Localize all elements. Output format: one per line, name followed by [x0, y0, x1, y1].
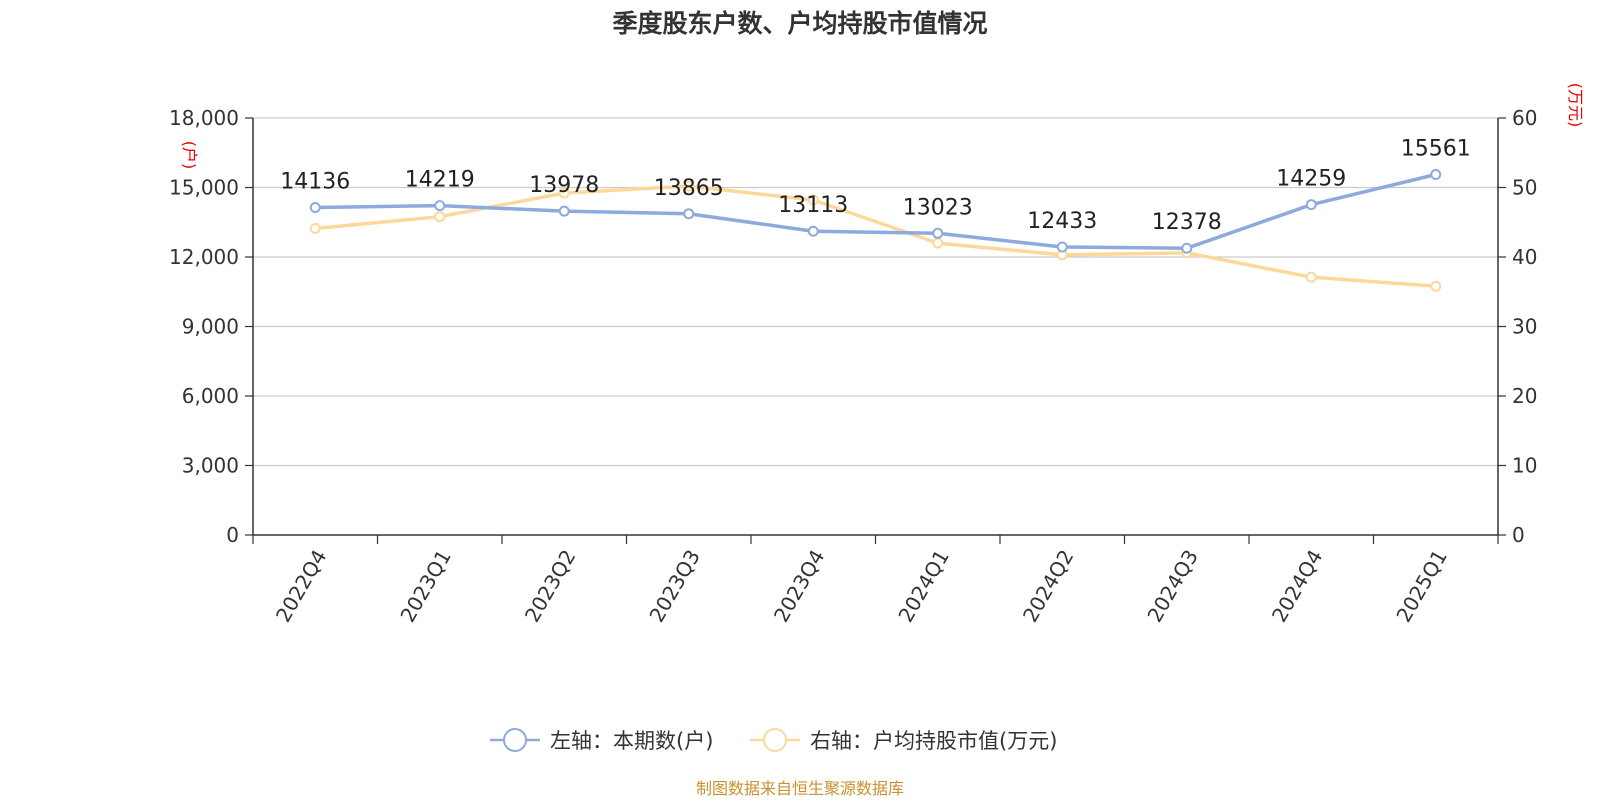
data-point-right: [1430, 280, 1442, 292]
left-tick-label: 0: [226, 523, 239, 547]
data-point-left: [1056, 241, 1068, 253]
legend[interactable]: 左轴：本期数(户) 右轴：户均持股市值(万元): [490, 728, 1057, 753]
data-label: 14259: [1276, 167, 1346, 192]
data-point-left: [434, 200, 446, 212]
data-label: 13865: [654, 176, 724, 201]
right-tick-label: 60: [1512, 106, 1537, 130]
x-tick-label: 2022Q4: [271, 546, 331, 627]
legend-item-right[interactable]: 右轴：户均持股市值(万元): [750, 728, 1057, 753]
data-point-left: [683, 208, 695, 220]
legend-marker: [503, 728, 527, 752]
right-tick-label: 40: [1512, 245, 1537, 269]
right-tick-label: 10: [1512, 454, 1537, 478]
x-tick-label: 2023Q1: [395, 546, 455, 627]
x-tick-label: 2024Q2: [1018, 546, 1078, 627]
data-label: 12433: [1027, 209, 1097, 234]
legend-marker: [763, 728, 787, 752]
data-label: 12378: [1152, 210, 1222, 235]
x-tick-label: 2024Q3: [1142, 546, 1202, 627]
chart-title: 季度股东户数、户均持股市值情况: [612, 9, 987, 38]
data-point-left: [558, 205, 570, 217]
legend-label: 右轴：户均持股市值(万元): [810, 729, 1057, 753]
left-tick-label: 15,000: [169, 176, 239, 200]
left-tick-label: 18,000: [169, 106, 239, 130]
data-point-right: [1305, 271, 1317, 283]
data-point-left: [1181, 242, 1193, 254]
data-point-left: [1430, 169, 1442, 181]
series-line-right: [315, 184, 1436, 288]
x-tick-label: 2024Q1: [893, 546, 953, 627]
data-point-left: [807, 225, 819, 237]
data-label: 13023: [903, 195, 973, 220]
data-labels: 14136 14219 13978 13865 13113 13023 12433 12378…: [280, 137, 1471, 236]
data-point-right: [434, 211, 446, 223]
data-point-right: [309, 223, 321, 235]
x-tick-label: 2024Q4: [1267, 546, 1327, 627]
right-tick-label: 30: [1512, 315, 1537, 339]
legend-item-left[interactable]: 左轴：本期数(户): [490, 728, 713, 753]
right-tick-label: 0: [1512, 523, 1525, 547]
left-tick-label: 6,000: [182, 384, 239, 408]
right-tick-label: 50: [1512, 176, 1537, 200]
x-tick-label: 2025Q1: [1391, 546, 1451, 627]
legend-label: 左轴：本期数(户): [550, 729, 713, 753]
right-axis-unit: (万元): [1566, 83, 1585, 128]
left-tick-label: 3,000: [182, 454, 239, 478]
data-label: 15561: [1401, 137, 1471, 162]
x-tick-label: 2023Q3: [644, 546, 704, 627]
data-label: 14136: [280, 170, 350, 195]
data-point-right: [932, 237, 944, 249]
grid-lines: [253, 117, 1498, 467]
left-tick-label: 9,000: [182, 315, 239, 339]
x-tick-label: 2023Q2: [520, 546, 580, 627]
data-point-left: [309, 202, 321, 214]
series-line-left: [315, 172, 1437, 250]
data-label: 13113: [778, 193, 848, 218]
data-point-left: [932, 227, 944, 239]
left-tick-label: 12,000: [169, 245, 239, 269]
source-note: 制图数据来自恒生聚源数据库: [696, 779, 904, 798]
data-point-right: [558, 187, 570, 199]
right-tick-label: 20: [1512, 384, 1537, 408]
left-axis-unit: (户): [180, 141, 199, 170]
data-point-right: [683, 180, 695, 192]
data-point-left: [1305, 199, 1317, 211]
x-tick-label: 2023Q4: [769, 546, 829, 627]
data-label: 13978: [529, 173, 599, 198]
data-point-right: [807, 194, 819, 206]
series-layer: [309, 169, 1442, 292]
data-label: 14219: [405, 168, 475, 193]
